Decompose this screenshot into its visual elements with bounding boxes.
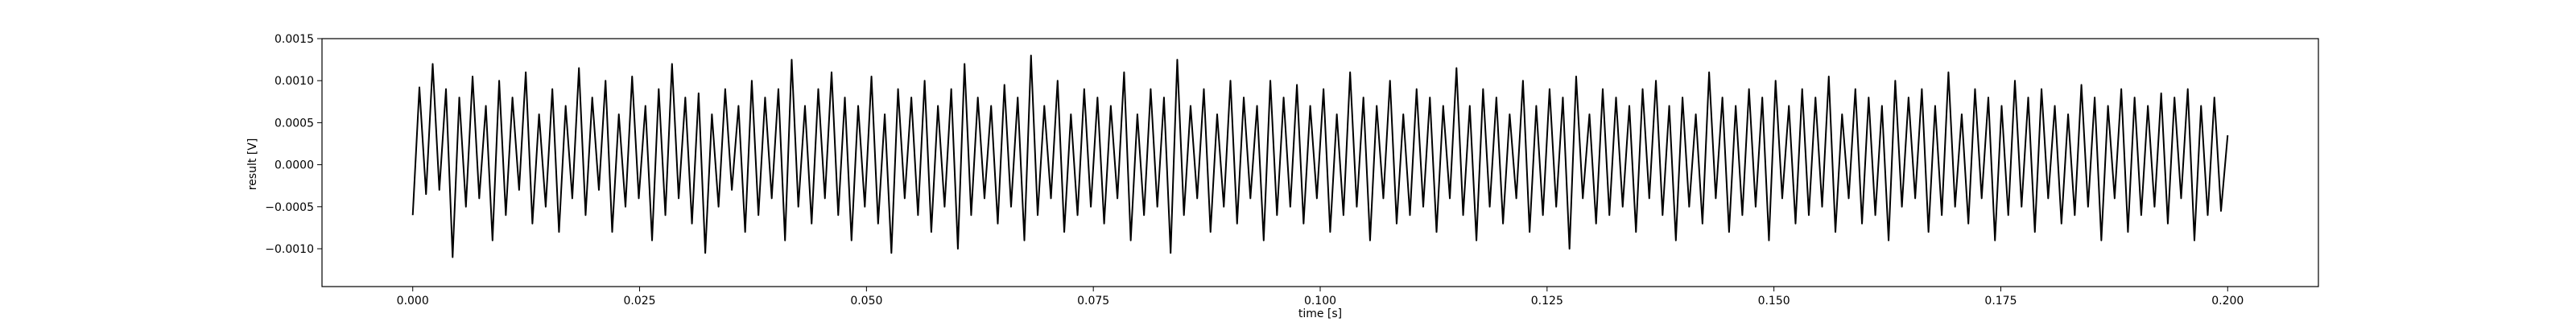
- y-tick-label: −0.0005: [265, 201, 314, 214]
- x-tick-label: 0.075: [1077, 295, 1109, 308]
- signal-line: [411, 54, 2229, 258]
- x-tick-label: 0.200: [2211, 295, 2244, 308]
- y-tick-label: 0.0000: [275, 159, 314, 172]
- y-tick-label: 0.0005: [275, 117, 314, 130]
- x-tick-label: 0.025: [623, 295, 655, 308]
- y-tick-label: 0.0015: [275, 33, 314, 46]
- y-tick-label: −0.0010: [265, 243, 314, 256]
- x-tick-label: 0.000: [397, 295, 429, 308]
- y-tick-label: 0.0010: [275, 75, 314, 88]
- y-axis-label: result [V]: [246, 138, 259, 191]
- x-tick-label: 0.050: [850, 295, 882, 308]
- plot-area: 0.000 0.025 0.050 0.075 0.100 0.125 0.150 0.175…: [265, 33, 2319, 308]
- x-tick-label: 0.150: [1758, 295, 1790, 308]
- x-tick-label: 0.175: [1984, 295, 2017, 308]
- x-tick-label: 0.100: [1304, 295, 1336, 308]
- x-axis-label: time [s]: [1298, 308, 1342, 320]
- x-tick-label: 0.125: [1531, 295, 1563, 308]
